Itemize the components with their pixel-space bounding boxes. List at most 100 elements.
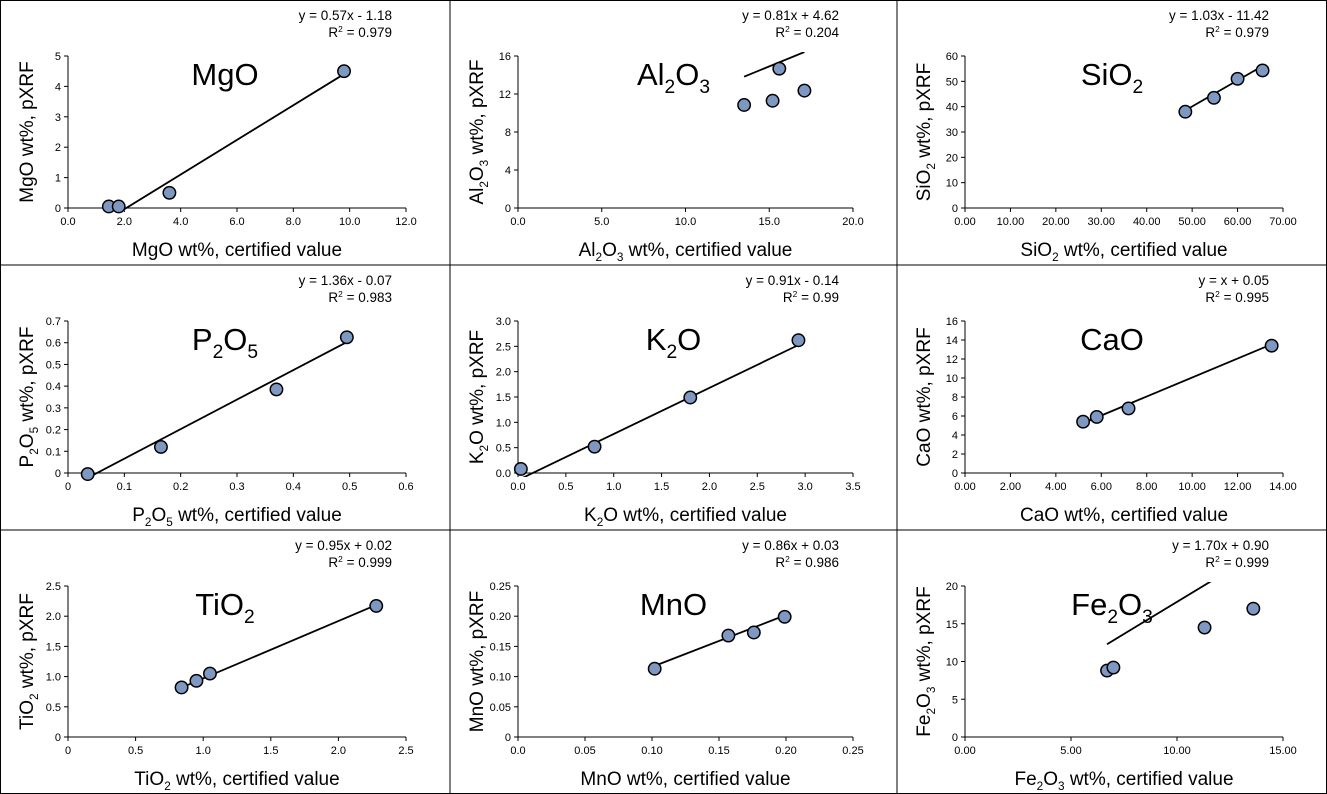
trend-line (87, 341, 348, 477)
x-tick-label: 0 (65, 481, 71, 493)
x-tick-label: 2.0 (117, 216, 132, 228)
y-axis-title: P2O5 wt%, pXRF (17, 327, 41, 468)
x-tick-label: 10.00 (1178, 481, 1206, 493)
regression-equation: y = 0.95x + 0.02 (295, 538, 392, 553)
y-axis-title: Fe2O3 wt%, pXRF (914, 586, 938, 736)
chart-panel: 0.00 10.00 20.00 30.00 40.00 50.00 60.00 70.00 0… (914, 8, 1297, 264)
x-tick-label: 30.00 (1088, 216, 1116, 228)
data-point (1246, 601, 1261, 616)
trend-line (1106, 582, 1212, 645)
trend-line (654, 614, 785, 667)
y-tick-label: 0.5 (496, 443, 511, 455)
y-tick-label: 2 (952, 449, 958, 461)
regression-equation: y = 0.81x + 4.62 (742, 8, 839, 23)
r-squared-label: R2 = 0.204 (775, 24, 839, 40)
data-point (737, 98, 752, 112)
x-tick-label: 0.0 (510, 216, 525, 228)
y-tick-label: 2.0 (496, 367, 511, 379)
panel-title: MgO (191, 57, 258, 92)
y-tick-label: 0.20 (490, 611, 511, 623)
x-tick-label: 0.3 (229, 481, 244, 493)
y-tick-label: 10 (946, 178, 958, 190)
panel-title: K2O (646, 322, 702, 363)
regression-equation: y = x + 0.05 (1198, 273, 1269, 288)
y-tick-label: 0 (55, 203, 61, 215)
y-tick-label: 40 (946, 102, 958, 114)
y-tick-label: 0 (55, 732, 61, 744)
y-tick-label: 0 (505, 203, 511, 215)
data-point (683, 390, 698, 405)
x-tick-label: 0.05 (574, 745, 595, 757)
data-point (1255, 63, 1270, 78)
x-tick-label: 0.0 (510, 481, 525, 493)
data-point (111, 199, 126, 214)
x-tick-label: 0.20 (775, 745, 796, 757)
y-axis-title: MgO wt%, pXRF (17, 61, 38, 202)
x-tick-label: 0.25 (842, 745, 863, 757)
panel-title: Al2O3 (637, 57, 710, 98)
x-axis-title: K2O wt%, certified value (584, 505, 787, 529)
r-squared-label: R2 = 0.999 (1205, 554, 1269, 570)
x-tick-label: 15.00 (1269, 745, 1297, 757)
x-axis-title: Al2O3 wt%, certified value (579, 240, 793, 264)
data-point (777, 609, 792, 624)
panel-title: SiO2 (1081, 57, 1143, 98)
y-tick-label: 5 (952, 694, 958, 706)
y-tick-label: 0 (505, 732, 511, 744)
x-tick-label: 0.5 (128, 745, 143, 757)
data-point (1178, 104, 1193, 119)
y-tick-label: 15 (946, 619, 958, 631)
x-tick-label: 2.0 (702, 481, 717, 493)
x-tick-label: 0.0 (60, 216, 75, 228)
data-point (269, 382, 284, 397)
y-tick-label: 1.0 (496, 417, 511, 429)
x-tick-label: 2.5 (750, 481, 765, 493)
y-tick-label: 2.0 (46, 611, 61, 623)
panel-title: P2O5 (192, 322, 258, 363)
x-tick-label: 1.0 (606, 481, 621, 493)
x-tick-label: 70.00 (1269, 216, 1297, 228)
y-axis-title: TiO2 wt%, pXRF (17, 593, 41, 730)
data-point (765, 93, 780, 108)
data-point (189, 673, 204, 688)
y-tick-label: 0.6 (46, 338, 61, 350)
x-tick-label: 2.0 (331, 745, 346, 757)
regression-equation: y = 0.57x - 1.18 (299, 8, 392, 23)
data-point (647, 661, 662, 676)
data-point (746, 625, 761, 640)
y-tick-label: 10 (946, 373, 958, 385)
data-point (369, 598, 384, 613)
data-point (80, 467, 95, 482)
data-point (162, 185, 177, 200)
data-point (1106, 660, 1121, 675)
y-tick-label: 3 (55, 112, 61, 124)
trend-line (1082, 343, 1272, 424)
x-axis-title: SiO2 wt%, certified value (1020, 240, 1227, 264)
x-tick-label: 20.00 (1042, 216, 1070, 228)
x-tick-label: 0.00 (954, 481, 975, 493)
y-tick-label: 0.7 (46, 316, 61, 328)
x-tick-label: 0.15 (708, 745, 729, 757)
r-squared-label: R2 = 0.979 (1205, 24, 1269, 40)
data-point (791, 333, 806, 348)
x-axis-title: TiO2 wt%, certified value (134, 769, 339, 793)
y-tick-label: 1.0 (46, 672, 61, 684)
y-tick-label: 2.5 (46, 581, 61, 593)
y-tick-label: 0.0 (496, 468, 511, 480)
x-tick-label: 8.0 (286, 216, 301, 228)
y-tick-label: 0 (55, 468, 61, 480)
x-tick-label: 1.5 (654, 481, 669, 493)
y-tick-label: 3.0 (496, 316, 511, 328)
x-axis-title: P2O5 wt%, certified value (132, 505, 342, 529)
regression-equation: y = 1.36x - 0.07 (299, 273, 392, 288)
y-tick-label: 4 (505, 165, 511, 177)
y-axis-title: Al2O3 wt%, pXRF (467, 59, 491, 204)
x-tick-label: 40.00 (1133, 216, 1161, 228)
r-squared-label: R2 = 0.999 (328, 554, 392, 570)
trend-line (522, 344, 799, 477)
panel-title: MnO (640, 587, 707, 622)
x-tick-label: 3.5 (845, 481, 860, 493)
r-squared-label: R2 = 0.99 (783, 289, 839, 305)
y-tick-label: 5 (55, 51, 61, 63)
